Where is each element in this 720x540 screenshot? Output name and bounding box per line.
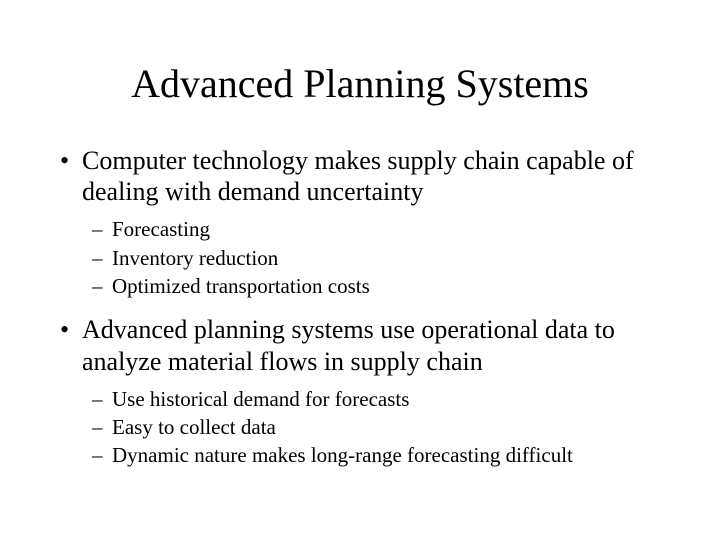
sub-list: Use historical demand for forecasts Easy… xyxy=(50,385,670,470)
sub-list: Forecasting Inventory reduction Optimize… xyxy=(50,215,670,300)
sub-item: Use historical demand for forecasts xyxy=(50,385,670,413)
sub-item: Inventory reduction xyxy=(50,244,670,272)
bullet-list: Computer technology makes supply chain c… xyxy=(50,145,670,470)
bullet-item: Computer technology makes supply chain c… xyxy=(50,145,670,207)
sub-item: Easy to collect data xyxy=(50,413,670,441)
sub-item: Optimized transportation costs xyxy=(50,272,670,300)
bullet-item: Advanced planning systems use operationa… xyxy=(50,314,670,376)
slide-title: Advanced Planning Systems xyxy=(50,60,670,107)
bullet-text: Advanced planning systems use operationa… xyxy=(82,315,615,375)
sub-item: Dynamic nature makes long-range forecast… xyxy=(50,441,670,469)
sub-item: Forecasting xyxy=(50,215,670,243)
bullet-text: Computer technology makes supply chain c… xyxy=(82,146,634,206)
